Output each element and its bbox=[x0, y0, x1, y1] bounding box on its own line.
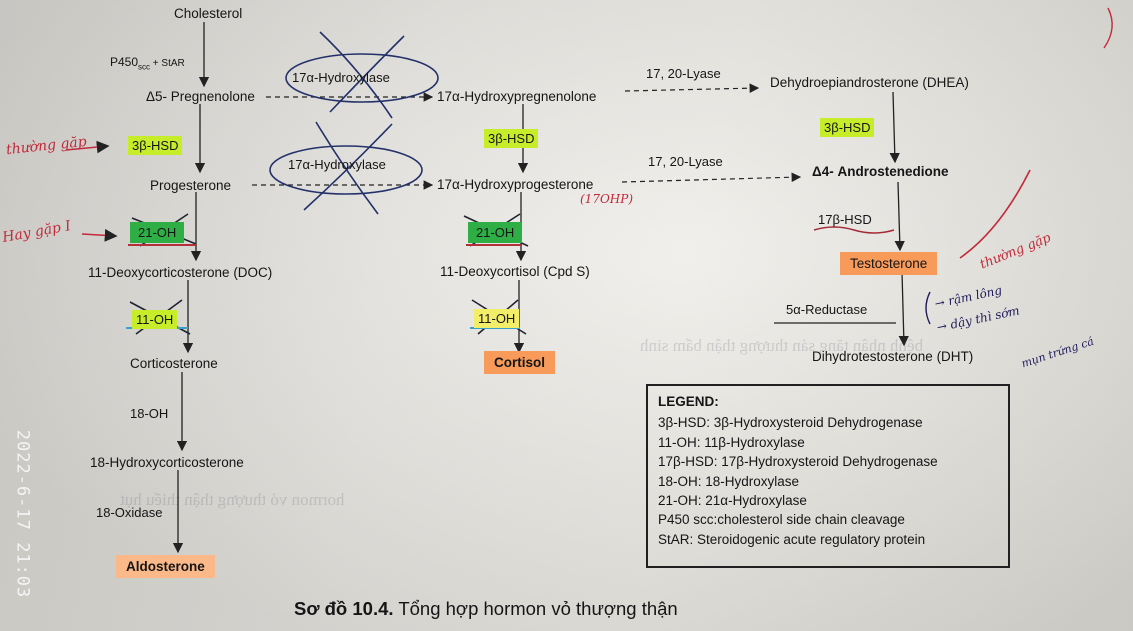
node-17a-hydroxypregnenolone: 17α-Hydroxypregnenolone bbox=[437, 89, 597, 104]
enzyme-p450scc: P450scc + StAR bbox=[110, 55, 185, 71]
enzyme-3b-hsd-left: 3β-HSD bbox=[128, 136, 183, 155]
node-18-hydroxycorticosterone: 18-Hydroxycorticosterone bbox=[90, 455, 244, 470]
enzyme-3b-hsd-right: 3β-HSD bbox=[820, 118, 875, 137]
enzyme-21-oh-middle: 21-OH bbox=[468, 222, 523, 243]
enzyme-3b-hsd-middle: 3β-HSD bbox=[484, 129, 539, 148]
legend-item: 18-OH: 18-Hydroxylase bbox=[658, 473, 800, 489]
legend-item: P450 scc:cholesterol side chain cleavage bbox=[658, 512, 905, 528]
enzyme-11-oh-middle: 11-OH bbox=[474, 309, 520, 328]
enzyme-18-oxidase: 18-Oxidase bbox=[96, 505, 163, 520]
node-corticosterone: Corticosterone bbox=[130, 356, 218, 371]
enzyme-17a-hydroxylase-bottom: 17α-Hydroxylase bbox=[288, 157, 386, 172]
legend-item: StAR: Steroidogenic acute regulatory pro… bbox=[658, 531, 926, 547]
enzyme-21-oh-left: 21-OH bbox=[130, 222, 185, 243]
enzyme-17b-hsd: 17β-HSD bbox=[818, 212, 872, 227]
enzyme-17a-hydroxylase-top: 17α-Hydroxylase bbox=[292, 70, 390, 85]
node-pregnenolone: Δ5- Pregnenolone bbox=[146, 89, 255, 104]
legend-item: 11-OH: 11β-Hydroxylase bbox=[658, 434, 805, 450]
camera-timestamp: 2022-6-17 21:03 bbox=[12, 429, 33, 599]
enzyme-5a-reductase: 5α-Reductase bbox=[786, 302, 868, 317]
node-aldosterone: Aldosterone bbox=[116, 555, 215, 578]
enzyme-11-oh-left: 11-OH bbox=[132, 310, 178, 329]
caption-text: Tổng hợp hormon vỏ thượng thận bbox=[393, 598, 678, 619]
node-progesterone: Progesterone bbox=[150, 178, 232, 193]
figure-caption: Sơ đồ 10.4. Tổng hợp hormon vỏ thượng th… bbox=[294, 598, 678, 620]
node-doc: 11-Deoxycorticosterone (DOC) bbox=[88, 265, 273, 280]
legend-box: LEGEND: 3β-HSD: 3β-Hydroxysteroid Dehydr… bbox=[646, 384, 1010, 568]
enzyme-17-20-lyase-bottom: 17, 20-Lyase bbox=[648, 154, 723, 169]
enzyme-p450-sub: scc bbox=[138, 62, 151, 72]
legend-item: 17β-HSD: 17β-Hydroxysteroid Dehydrogenas… bbox=[658, 454, 938, 470]
enzyme-p450-label: P450 bbox=[110, 55, 139, 69]
node-17a-hydroxyprogesterone: 17α-Hydroxyprogesterone bbox=[437, 177, 594, 192]
node-dhea: Dehydroepiandrosterone (DHEA) bbox=[770, 75, 969, 90]
node-testosterone: Testosterone bbox=[840, 252, 938, 275]
legend-item: 3β-HSD: 3β-Hydroxysteroid Dehydrogenase bbox=[658, 415, 923, 431]
node-dht: Dihydrotestosterone (DHT) bbox=[812, 349, 974, 364]
caption-label: Sơ đồ 10.4. bbox=[294, 598, 394, 619]
annotation-17ohp: (17OHP) bbox=[580, 192, 634, 206]
node-cortisol: Cortisol bbox=[484, 351, 556, 374]
enzyme-17-20-lyase-top: 17, 20-Lyase bbox=[646, 66, 721, 81]
node-cholesterol: Cholesterol bbox=[174, 6, 243, 21]
legend-item: 21-OH: 21α-Hydroxylase bbox=[658, 493, 807, 509]
legend-title: LEGEND: bbox=[658, 394, 719, 409]
enzyme-18-oh: 18-OH bbox=[130, 406, 169, 421]
node-11-deoxycortisol: 11-Deoxycortisol (Cpd S) bbox=[440, 264, 590, 279]
node-androstenedione: Δ4- Androstenedione bbox=[812, 164, 949, 179]
enzyme-star-label: + StAR bbox=[150, 58, 185, 69]
